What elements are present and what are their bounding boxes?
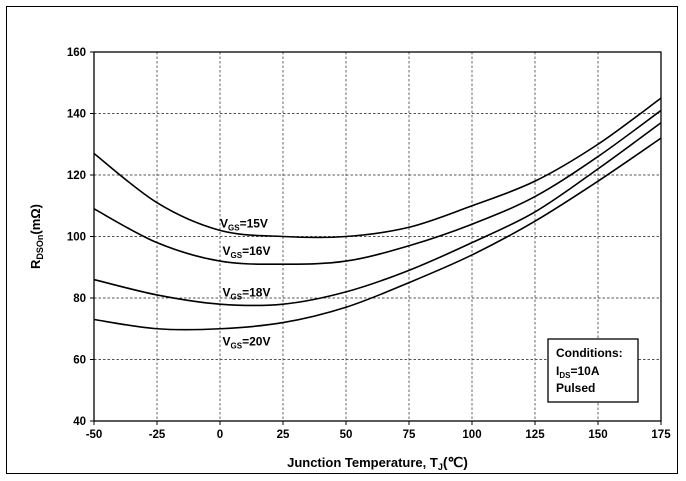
series-label-1: VGS=15V <box>220 216 268 232</box>
x-tick-label: 100 <box>462 429 481 441</box>
x-tick-label: -50 <box>86 429 103 441</box>
series-group <box>93 97 662 331</box>
axis-ticks: -50 -25 0 25 50 75 100 125 150 175 40 60 80 100 120 140… <box>67 47 671 441</box>
x-tick-label: -25 <box>149 429 166 441</box>
conditions-heading: Conditions: <box>556 346 623 360</box>
y-tick-label: 40 <box>73 416 86 428</box>
conditions-current-sub: DS <box>559 371 571 380</box>
x-tick-label: 75 <box>403 429 416 441</box>
x-tick-label: 25 <box>277 429 290 441</box>
series-line-3 <box>93 122 662 307</box>
conditions-current-value: =10A <box>570 364 599 378</box>
x-tick-label: 0 <box>217 429 223 441</box>
y-tick-label: 80 <box>73 293 86 305</box>
y-tick-label: 160 <box>67 47 86 59</box>
conditions-current-main: I <box>556 364 559 378</box>
x-tick-label: 125 <box>525 429 545 441</box>
y-axis-label-sub: DSOn <box>35 235 45 260</box>
y-axis-label: RDSOn(mΩ) <box>28 204 45 269</box>
y-axis-label-main: R <box>28 259 43 269</box>
y-tick-label: 60 <box>73 355 86 367</box>
x-axis-label: Junction Temperature, TJ(℃) <box>287 454 468 472</box>
conditions-box-border <box>547 338 639 403</box>
x-axis-label-unit: (℃) <box>443 454 468 470</box>
x-axis-label-main: Junction Temperature, T <box>287 455 438 470</box>
x-tick-label: 150 <box>588 429 607 441</box>
series-label-4: VGS=20V <box>223 335 271 351</box>
conditions-box: Conditions: IDS=10A Pulsed <box>547 338 639 403</box>
chart-frame <box>6 6 678 474</box>
x-tick-label: 50 <box>340 429 353 441</box>
series-label-2: VGS=16V <box>223 244 271 260</box>
conditions-current: IDS=10A <box>556 364 600 380</box>
grid <box>94 52 661 421</box>
x-axis-label-sub: J <box>438 462 443 472</box>
y-axis-label-unit: (mΩ) <box>28 204 43 235</box>
series-line-4 <box>93 137 662 331</box>
x-tick-label: 175 <box>651 429 671 441</box>
series-line-2 <box>93 109 662 266</box>
series-line-1 <box>93 97 662 239</box>
series-labels: VGS=15V VGS=16V VGS=18V VGS=20V <box>220 216 270 350</box>
y-tick-label: 100 <box>67 232 86 244</box>
y-tick-label: 140 <box>67 109 86 121</box>
series-label-3: VGS=18V <box>223 285 271 301</box>
conditions-mode: Pulsed <box>556 381 595 395</box>
y-tick-label: 120 <box>67 170 86 182</box>
